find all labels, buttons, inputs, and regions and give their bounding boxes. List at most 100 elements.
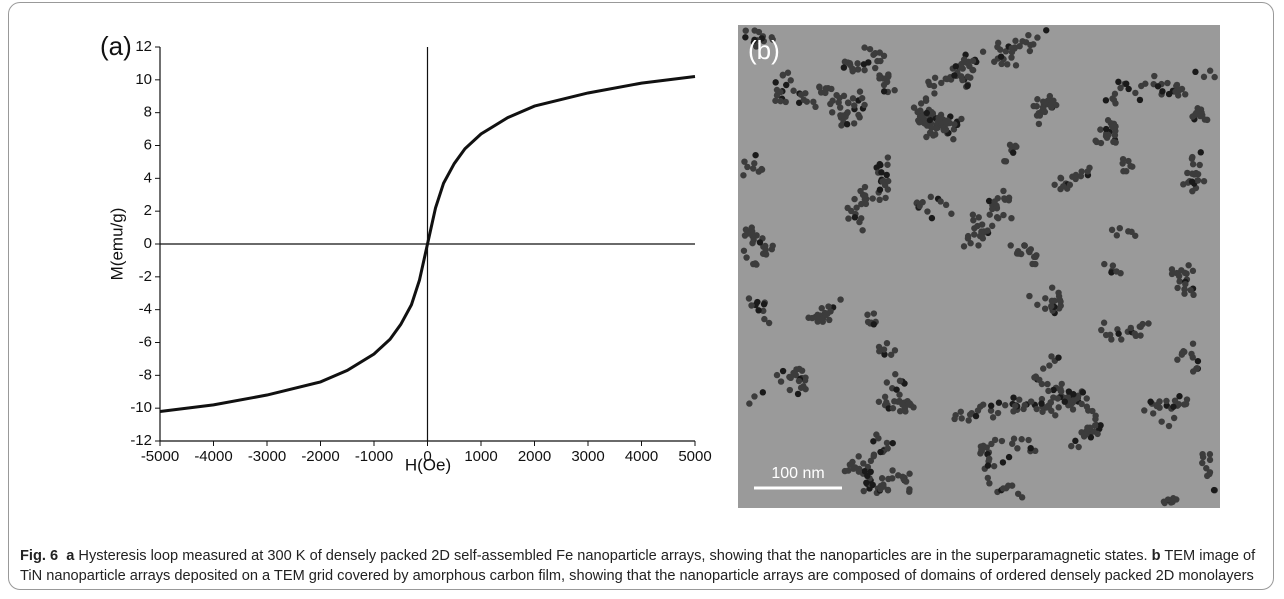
y-axis-label: M(emu/g) [107, 208, 126, 281]
nanoparticle [1193, 109, 1200, 117]
nanoparticle [1147, 398, 1154, 405]
nanoparticle [759, 389, 767, 396]
nanoparticle [1034, 301, 1041, 308]
nanoparticle [960, 56, 968, 63]
nanoparticle [1210, 486, 1218, 494]
nanoparticle [991, 58, 998, 65]
nanoparticle [952, 63, 959, 70]
nanoparticle [1079, 389, 1087, 396]
nanoparticle [787, 374, 794, 382]
nanoparticle [756, 239, 764, 246]
nanoparticle [822, 85, 830, 93]
x-axis-label: H(Oe) [405, 455, 451, 474]
nanoparticle [1092, 415, 1099, 423]
nanoparticle [1196, 161, 1203, 169]
nanoparticle [878, 475, 886, 482]
nanoparticle [1009, 149, 1017, 156]
nanoparticle [1180, 181, 1187, 188]
nanoparticle [1098, 326, 1105, 334]
nanoparticle [843, 121, 851, 128]
nanoparticle [746, 400, 753, 407]
nanoparticle [1022, 39, 1030, 46]
nanoparticle [1201, 116, 1209, 123]
nanoparticle [744, 230, 751, 237]
nanoparticle [1109, 262, 1117, 269]
nanoparticle [1016, 396, 1023, 403]
y-tick-label: 4 [144, 169, 152, 186]
nanoparticle [740, 247, 748, 254]
nanoparticle [891, 87, 898, 94]
nanoparticle [906, 470, 913, 477]
nanoparticle [993, 202, 1000, 209]
nanoparticle [860, 460, 867, 467]
nanoparticle [942, 201, 950, 209]
nanoparticle [892, 371, 899, 378]
nanoparticle [861, 183, 869, 191]
nanoparticle [790, 87, 797, 94]
nanoparticle [997, 53, 1005, 60]
nanoparticle [1163, 397, 1170, 405]
nanoparticle [870, 321, 877, 328]
nanoparticle [851, 102, 858, 109]
nanoparticle [1136, 96, 1144, 104]
nanoparticle [906, 488, 913, 495]
nanoparticle [1206, 67, 1214, 74]
nanoparticle [1100, 319, 1108, 326]
nanoparticle [870, 438, 877, 445]
nanoparticle [1103, 131, 1110, 139]
nanoparticle [748, 302, 755, 309]
nanoparticle [1115, 330, 1122, 337]
nanoparticle [861, 44, 868, 51]
nanoparticle [1000, 187, 1007, 195]
nanoparticle [1051, 297, 1058, 304]
nanoparticle [1001, 401, 1009, 409]
nanoparticle [1067, 401, 1074, 408]
nanoparticle [1103, 125, 1110, 133]
nanoparticle [1194, 357, 1202, 365]
nanoparticle [986, 211, 993, 218]
panel-label-a: (a) [100, 31, 132, 61]
nanoparticle [880, 481, 887, 488]
nanoparticle [889, 405, 897, 412]
nanoparticle [1168, 266, 1176, 273]
nanoparticle [1021, 401, 1029, 409]
nanoparticle [863, 479, 870, 486]
nanoparticle [855, 111, 862, 119]
nanoparticle [1001, 157, 1008, 165]
nanoparticle [986, 455, 993, 462]
nanoparticle [744, 163, 751, 171]
y-tick-label: -4 [139, 301, 152, 318]
nanoparticle [1176, 393, 1183, 400]
nanoparticle [1012, 62, 1020, 69]
nanoparticle [1011, 402, 1019, 410]
nanoparticle [1171, 397, 1179, 404]
nanoparticle [1197, 149, 1204, 156]
nanoparticle [883, 379, 891, 386]
nanoparticle [837, 104, 844, 111]
nanoparticle [772, 79, 779, 86]
nanoparticle [869, 195, 876, 202]
nanoparticle [930, 132, 937, 139]
nanoparticle [837, 112, 844, 119]
nanoparticle [1039, 408, 1046, 415]
nanoparticle [936, 117, 943, 124]
nanoparticle [779, 72, 787, 79]
nanoparticle [742, 34, 749, 41]
nanoparticle [889, 475, 896, 482]
nanoparticle [1111, 90, 1119, 98]
nanoparticle [923, 109, 930, 117]
nanoparticle [1034, 96, 1041, 103]
nanoparticle [1010, 435, 1018, 442]
tem-image [738, 25, 1220, 508]
nanoparticle [994, 409, 1002, 417]
nanoparticle [1026, 47, 1034, 55]
nanoparticle [1084, 168, 1091, 175]
nanoparticle [749, 165, 757, 172]
nanoparticle [773, 371, 781, 379]
nanoparticle [1055, 354, 1062, 361]
nanoparticle [1123, 80, 1130, 87]
nanoparticle [896, 377, 904, 385]
nanoparticle [855, 453, 862, 460]
nanoparticle [751, 393, 758, 400]
nanoparticle [1145, 320, 1152, 327]
